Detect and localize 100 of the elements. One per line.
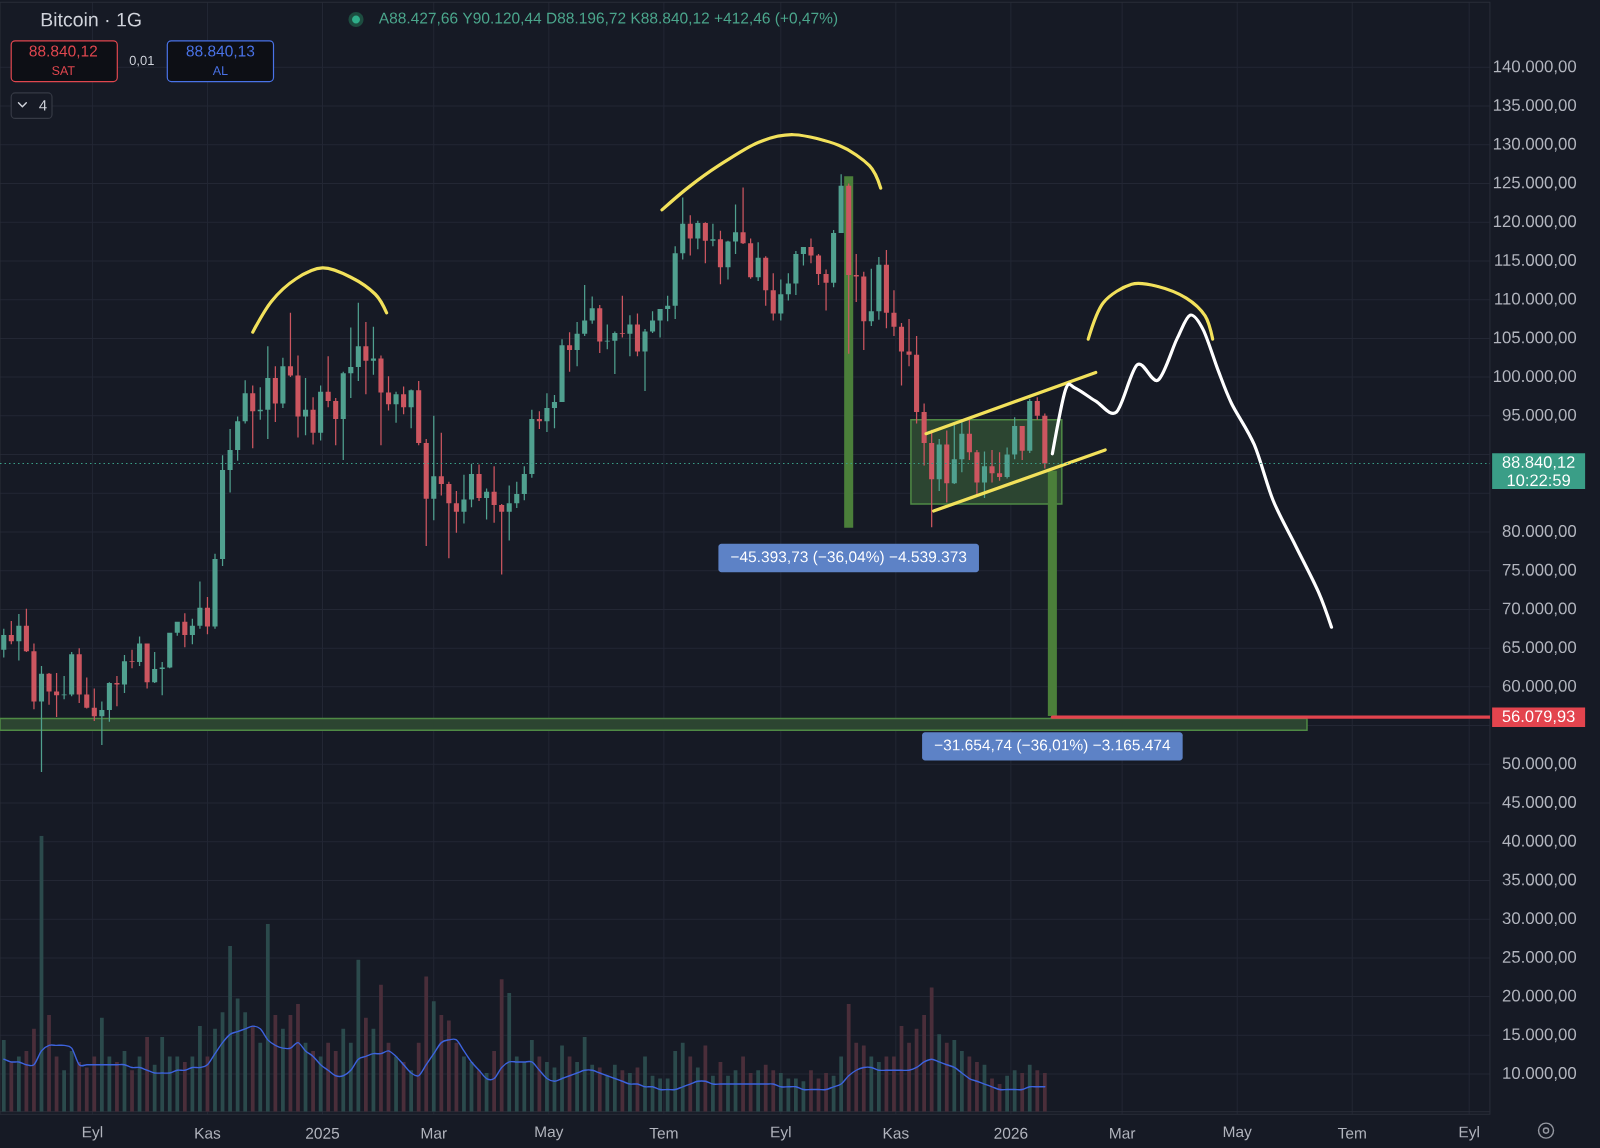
candlestick: [401, 386, 407, 415]
bar: [92, 1056, 97, 1112]
candlestick: [627, 315, 633, 357]
candlestick: [883, 250, 889, 329]
bar: [582, 1037, 587, 1112]
candlestick: [906, 319, 912, 367]
candlestick: [514, 481, 520, 508]
bar: [1, 1039, 6, 1112]
candlestick: [363, 322, 369, 395]
candlestick: [989, 449, 995, 483]
candlestick: [642, 329, 648, 392]
candlestick: [385, 376, 392, 411]
bar: [69, 1050, 74, 1112]
y-tick-label: 40.000,00: [1502, 834, 1577, 849]
bar: [778, 1073, 783, 1112]
candlestick: [567, 332, 573, 372]
candlestick: [212, 553, 218, 629]
candlestick: [710, 223, 716, 247]
bar: [612, 1064, 617, 1112]
bar: [32, 1028, 36, 1112]
y-tick-label: 130.000,00: [1493, 137, 1577, 152]
bar: [167, 1056, 172, 1112]
candlestick: [287, 312, 293, 378]
annotation: AL: [212, 66, 228, 75]
annotation: 88.840,12: [29, 45, 97, 59]
candlestick: [529, 409, 535, 478]
candlestick: [1034, 397, 1040, 420]
text: A88.427,66 Y90.120,44 D88.196,72 K88.840,12 +412,46 (+0,47%): [378, 12, 838, 27]
y-tick-label: 115.000,00: [1495, 254, 1577, 268]
candlestick: [468, 463, 475, 508]
candlestick: [220, 455, 226, 567]
bar: [846, 1004, 851, 1112]
candlestick: [687, 215, 693, 256]
candlestick: [861, 271, 867, 350]
y-tick-label: 120.000,00: [1493, 215, 1577, 230]
candlestick: [476, 464, 482, 501]
candlestick: [582, 284, 588, 337]
bar: [1042, 1073, 1047, 1112]
candlestick: [38, 665, 45, 773]
bar: [876, 1061, 881, 1112]
candlestick: [793, 250, 799, 296]
bar: [748, 1073, 753, 1112]
candlestick: [785, 273, 791, 301]
candlestick: [295, 355, 301, 438]
bar: [84, 1067, 89, 1112]
candlestick: [265, 346, 271, 440]
bar: [77, 1061, 82, 1112]
x-tick-label: Eyl: [1459, 1126, 1479, 1141]
y-tick-label: 15.000,00: [1503, 1028, 1577, 1043]
bar: [1027, 1064, 1032, 1112]
candlestick: [589, 296, 595, 324]
annotation: 88.840,13: [186, 45, 255, 59]
bar: [9, 1061, 14, 1112]
y-tick-label: 100.000,00: [1493, 370, 1577, 385]
bar: [680, 1042, 685, 1112]
candlestick: [453, 490, 459, 533]
candlestick: [250, 385, 256, 449]
candlestick: [46, 672, 52, 705]
candlestick: [898, 322, 905, 386]
candlestick: [76, 648, 82, 704]
candlestick: [559, 339, 565, 402]
bar: [446, 1020, 451, 1112]
candlestick: [137, 636, 143, 666]
y-tick-label: 10.000,00: [1503, 1067, 1577, 1081]
x-tick-label: 2025: [306, 1127, 340, 1139]
candlestick: [106, 682, 112, 722]
bar: [514, 1056, 519, 1112]
candlestick: [634, 313, 641, 357]
candlestick: [242, 380, 248, 424]
y-tick-label: 135.000,00: [1493, 99, 1577, 114]
candlestick: [144, 643, 150, 689]
candlestick: [204, 597, 210, 635]
candlestick: [310, 397, 316, 445]
bar: [265, 923, 270, 1112]
y-tick-label: 25.000,00: [1502, 950, 1577, 965]
bar: [62, 1070, 67, 1112]
y-tick-label: 125.000,00: [1493, 176, 1577, 191]
candlestick: [657, 308, 663, 338]
candlestick: [318, 385, 324, 441]
candlestick: [431, 415, 437, 521]
annotation: SAT: [52, 66, 75, 76]
y-tick-label: 75.000,00: [1502, 563, 1577, 578]
bar: [333, 1050, 338, 1112]
bar: [665, 1078, 670, 1112]
y-tick-label: 80.000,00: [1502, 525, 1577, 539]
candlestick: [280, 357, 286, 409]
bar: [944, 1042, 949, 1112]
candlestick: [612, 331, 618, 375]
bar: [182, 1061, 187, 1112]
x-tick-label: Mar: [1110, 1127, 1136, 1139]
line-series: [251, 266, 389, 334]
bar: [99, 1017, 104, 1112]
bar: [416, 1042, 421, 1112]
candlestick: [393, 391, 399, 423]
y-tick-label: 70.000,00: [1502, 602, 1577, 617]
candlestick: [808, 238, 814, 264]
candlestick: [23, 608, 29, 653]
x-tick-label: Kas: [195, 1127, 221, 1139]
candlestick: [189, 618, 195, 645]
candlestick: [84, 677, 90, 709]
